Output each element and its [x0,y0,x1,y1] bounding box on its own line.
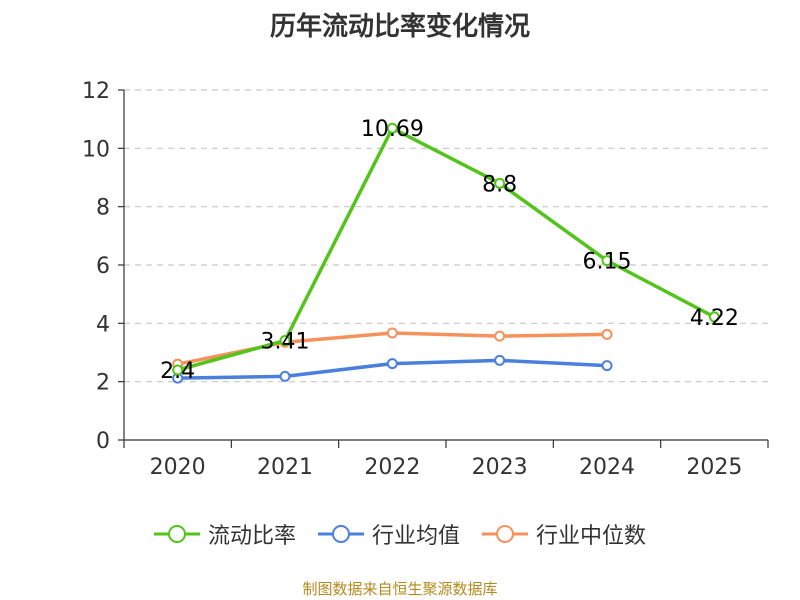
legend-label: 流动比率 [207,524,296,549]
data-labels: 2.4 3.41 10.69 8.8 6.15 4.22 [160,117,739,384]
legend-marker-blue [317,525,364,543]
grid-lines [124,89,768,383]
legend-label: 行业中位数 [536,524,647,549]
x-tick-label: 2025 [686,455,742,480]
y-tick-label: 6 [96,254,110,279]
source-note: 制图数据来自恒生聚源数据库 [302,580,498,598]
legend-item-industry-mean[interactable]: 行业均值 [317,518,460,550]
series [172,122,720,384]
data-point [494,330,506,342]
axes: 0 2 4 6 8 10 12 2020 2021 2022 2023 2024 2025 [82,79,769,480]
data-point [386,327,398,339]
legend-marker-green [153,525,200,543]
legend-label: 行业均值 [371,524,460,549]
legend: 流动比率 行业均值 行业中位数 [0,518,800,550]
y-tick-label: 2 [96,371,110,396]
data-label: 8.8 [482,172,517,197]
legend-item-industry-median[interactable]: 行业中位数 [482,518,646,550]
data-point [279,370,291,382]
x-tick-label: 2022 [364,455,420,480]
x-tick-label: 2023 [472,455,528,480]
y-tick-label: 4 [96,312,110,337]
data-point [279,335,291,347]
y-tick-label: 0 [96,429,110,454]
data-label: 3.41 [261,330,310,355]
data-point [494,354,506,366]
y-tick-label: 10 [82,137,110,162]
data-point [601,360,613,372]
chart-title: 历年流动比率变化情况 [269,12,530,42]
data-point [601,328,613,340]
data-point [601,255,613,267]
y-tick-label: 8 [96,196,110,221]
y-tick-label: 12 [82,79,110,104]
data-label: 6.15 [583,250,632,275]
series-line-0 [177,126,716,372]
data-point [494,177,506,189]
legend-item-current-ratio[interactable]: 流动比率 [153,518,296,550]
data-label: 2.4 [160,359,195,384]
data-label: 4.22 [690,306,739,331]
data-label: 10.69 [361,117,424,142]
data-point [386,358,398,370]
x-tick-label: 2024 [579,455,635,480]
data-point [386,122,398,134]
data-point [172,364,184,376]
x-tick-label: 2021 [257,455,313,480]
data-point [708,311,720,323]
x-tick-label: 2020 [150,455,206,480]
legend-marker-orange [482,525,528,543]
